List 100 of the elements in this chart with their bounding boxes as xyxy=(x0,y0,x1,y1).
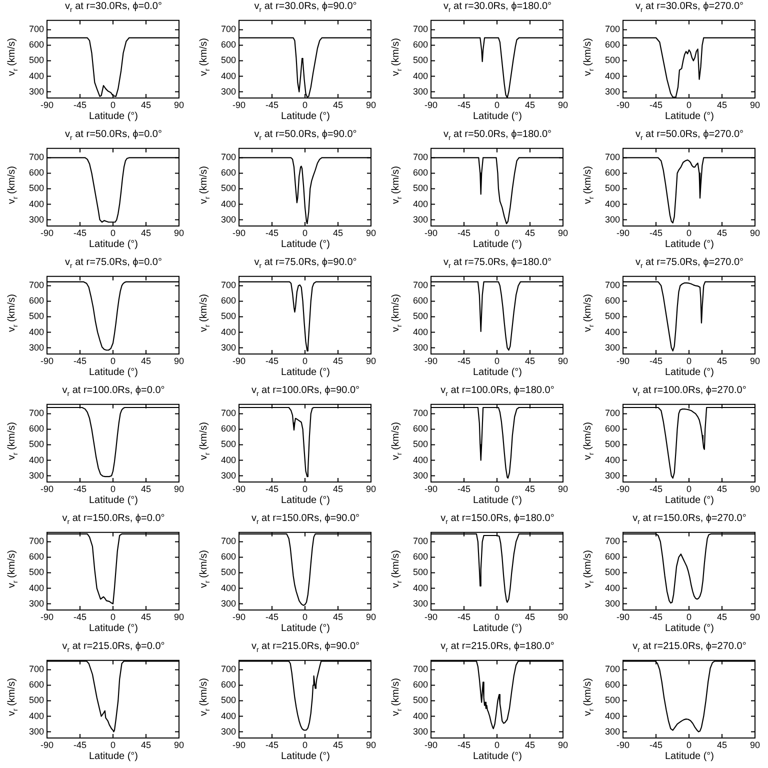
chart-title: v$_{r}$ at r=50.0Rs, ϕ=90.0° xyxy=(254,129,357,142)
y-tick-label: 300 xyxy=(412,598,428,608)
x-tick-label: 90 xyxy=(174,612,184,622)
y-tick-label: 500 xyxy=(28,311,44,322)
y-tick-label: 500 xyxy=(412,55,428,66)
y-tick-label: 300 xyxy=(604,342,620,352)
y-tick-label: 700 xyxy=(412,280,428,290)
chart-title: v$_{r}$ at r=30.0Rs, ϕ=270.0° xyxy=(635,1,744,14)
x-tick-label: 0 xyxy=(110,612,116,622)
x-tick-label: 45 xyxy=(332,228,344,238)
x-tick-label: 0 xyxy=(110,356,116,366)
y-tick-label: 400 xyxy=(412,710,428,721)
x-tick-label: 0 xyxy=(686,100,692,110)
x-axis-title: Latitude (°) xyxy=(280,751,330,762)
x-tick-label: 90 xyxy=(750,100,760,110)
x-tick-label: 0 xyxy=(686,740,692,750)
x-axis-title: Latitude (°) xyxy=(664,495,714,506)
chart-title: v$_{r}$ at r=150.0Rs, ϕ=180.0° xyxy=(440,513,554,526)
x-tick-label: -45 xyxy=(73,228,87,238)
x-tick-label: 0 xyxy=(494,228,500,238)
x-axis-title: Latitude (°) xyxy=(280,111,330,122)
x-tick-label: -45 xyxy=(457,228,471,238)
y-tick-label: 300 xyxy=(28,598,44,608)
x-tick-label: 0 xyxy=(110,484,116,494)
x-tick-label: -90 xyxy=(40,740,54,750)
x-tick-label: -90 xyxy=(424,100,438,110)
y-tick-label: 300 xyxy=(412,214,428,224)
x-tick-label: 45 xyxy=(524,612,536,622)
chart-title: v$_{r}$ at r=50.0Rs, ϕ=180.0° xyxy=(443,129,552,142)
x-axis-title: Latitude (°) xyxy=(280,367,330,378)
y-tick-label: 400 xyxy=(604,198,620,209)
y-tick-label: 300 xyxy=(220,598,236,608)
x-tick-label: 0 xyxy=(302,356,308,366)
x-tick-label: -90 xyxy=(424,740,438,750)
y-tick-label: 700 xyxy=(412,536,428,546)
x-tick-label: -45 xyxy=(73,484,87,494)
y-tick-label: 400 xyxy=(28,198,44,209)
chart-title: v$_{r}$ at r=100.0Rs, ϕ=270.0° xyxy=(632,385,746,398)
x-axis-title: Latitude (°) xyxy=(280,239,330,250)
x-tick-label: -45 xyxy=(457,612,471,622)
y-tick-label: 600 xyxy=(604,168,620,178)
x-tick-label: -45 xyxy=(649,228,663,238)
y-tick-label: 700 xyxy=(604,664,620,674)
y-tick-label: 400 xyxy=(28,70,44,81)
y-tick-label: 500 xyxy=(604,311,620,322)
x-tick-label: 45 xyxy=(332,740,344,750)
x-tick-label: 0 xyxy=(494,484,500,494)
x-tick-label: -45 xyxy=(457,740,471,750)
x-tick-label: -45 xyxy=(265,228,279,238)
y-tick-label: 500 xyxy=(412,311,428,322)
y-tick-label: 400 xyxy=(220,198,236,209)
y-tick-label: 700 xyxy=(604,536,620,546)
x-tick-label: -90 xyxy=(616,612,630,622)
x-axis-title: Latitude (°) xyxy=(88,751,138,762)
x-tick-label: 45 xyxy=(524,356,536,366)
x-tick-label: 45 xyxy=(140,228,152,238)
x-tick-label: 0 xyxy=(686,356,692,366)
chart-title: v$_{r}$ at r=215.0Rs, ϕ=90.0° xyxy=(251,641,360,654)
y-tick-label: 300 xyxy=(28,214,44,224)
y-tick-label: 300 xyxy=(220,726,236,736)
x-tick-label: 45 xyxy=(140,612,152,622)
y-tick-label: 300 xyxy=(28,726,44,736)
y-tick-label: 700 xyxy=(412,24,428,34)
chart-title: v$_{r}$ at r=150.0Rs, ϕ=90.0° xyxy=(251,513,360,526)
y-tick-label: 300 xyxy=(412,726,428,736)
x-tick-label: -45 xyxy=(649,612,663,622)
x-tick-label: 45 xyxy=(716,228,728,238)
x-tick-label: 0 xyxy=(302,612,308,622)
y-tick-label: 600 xyxy=(604,296,620,306)
x-tick-label: 90 xyxy=(174,356,184,366)
y-tick-label: 400 xyxy=(412,70,428,81)
x-axis-title: Latitude (°) xyxy=(472,367,522,378)
y-tick-label: 700 xyxy=(604,152,620,162)
y-tick-label: 300 xyxy=(604,470,620,480)
chart-title: v$_{r}$ at r=30.0Rs, ϕ=0.0° xyxy=(65,1,162,14)
y-tick-label: 300 xyxy=(28,342,44,352)
y-tick-label: 700 xyxy=(412,152,428,162)
y-tick-label: 500 xyxy=(28,695,44,706)
y-tick-label: 500 xyxy=(28,183,44,194)
x-tick-label: -45 xyxy=(73,740,87,750)
x-axis-title: Latitude (°) xyxy=(472,239,522,250)
y-tick-label: 300 xyxy=(604,726,620,736)
x-tick-label: 0 xyxy=(686,484,692,494)
x-tick-label: 45 xyxy=(140,484,152,494)
x-tick-label: 90 xyxy=(750,612,760,622)
x-tick-label: 90 xyxy=(366,100,376,110)
y-tick-label: 600 xyxy=(604,40,620,50)
y-tick-label: 600 xyxy=(220,296,236,306)
y-tick-label: 500 xyxy=(604,55,620,66)
x-tick-label: 0 xyxy=(302,100,308,110)
x-axis-title: Latitude (°) xyxy=(88,623,138,634)
y-tick-label: 400 xyxy=(412,454,428,465)
y-tick-label: 600 xyxy=(220,168,236,178)
x-tick-label: -45 xyxy=(649,740,663,750)
x-tick-label: -45 xyxy=(457,484,471,494)
y-tick-label: 700 xyxy=(28,664,44,674)
x-tick-label: 45 xyxy=(524,740,536,750)
x-tick-label: 0 xyxy=(494,612,500,622)
y-tick-label: 400 xyxy=(220,454,236,465)
y-tick-label: 400 xyxy=(220,326,236,337)
